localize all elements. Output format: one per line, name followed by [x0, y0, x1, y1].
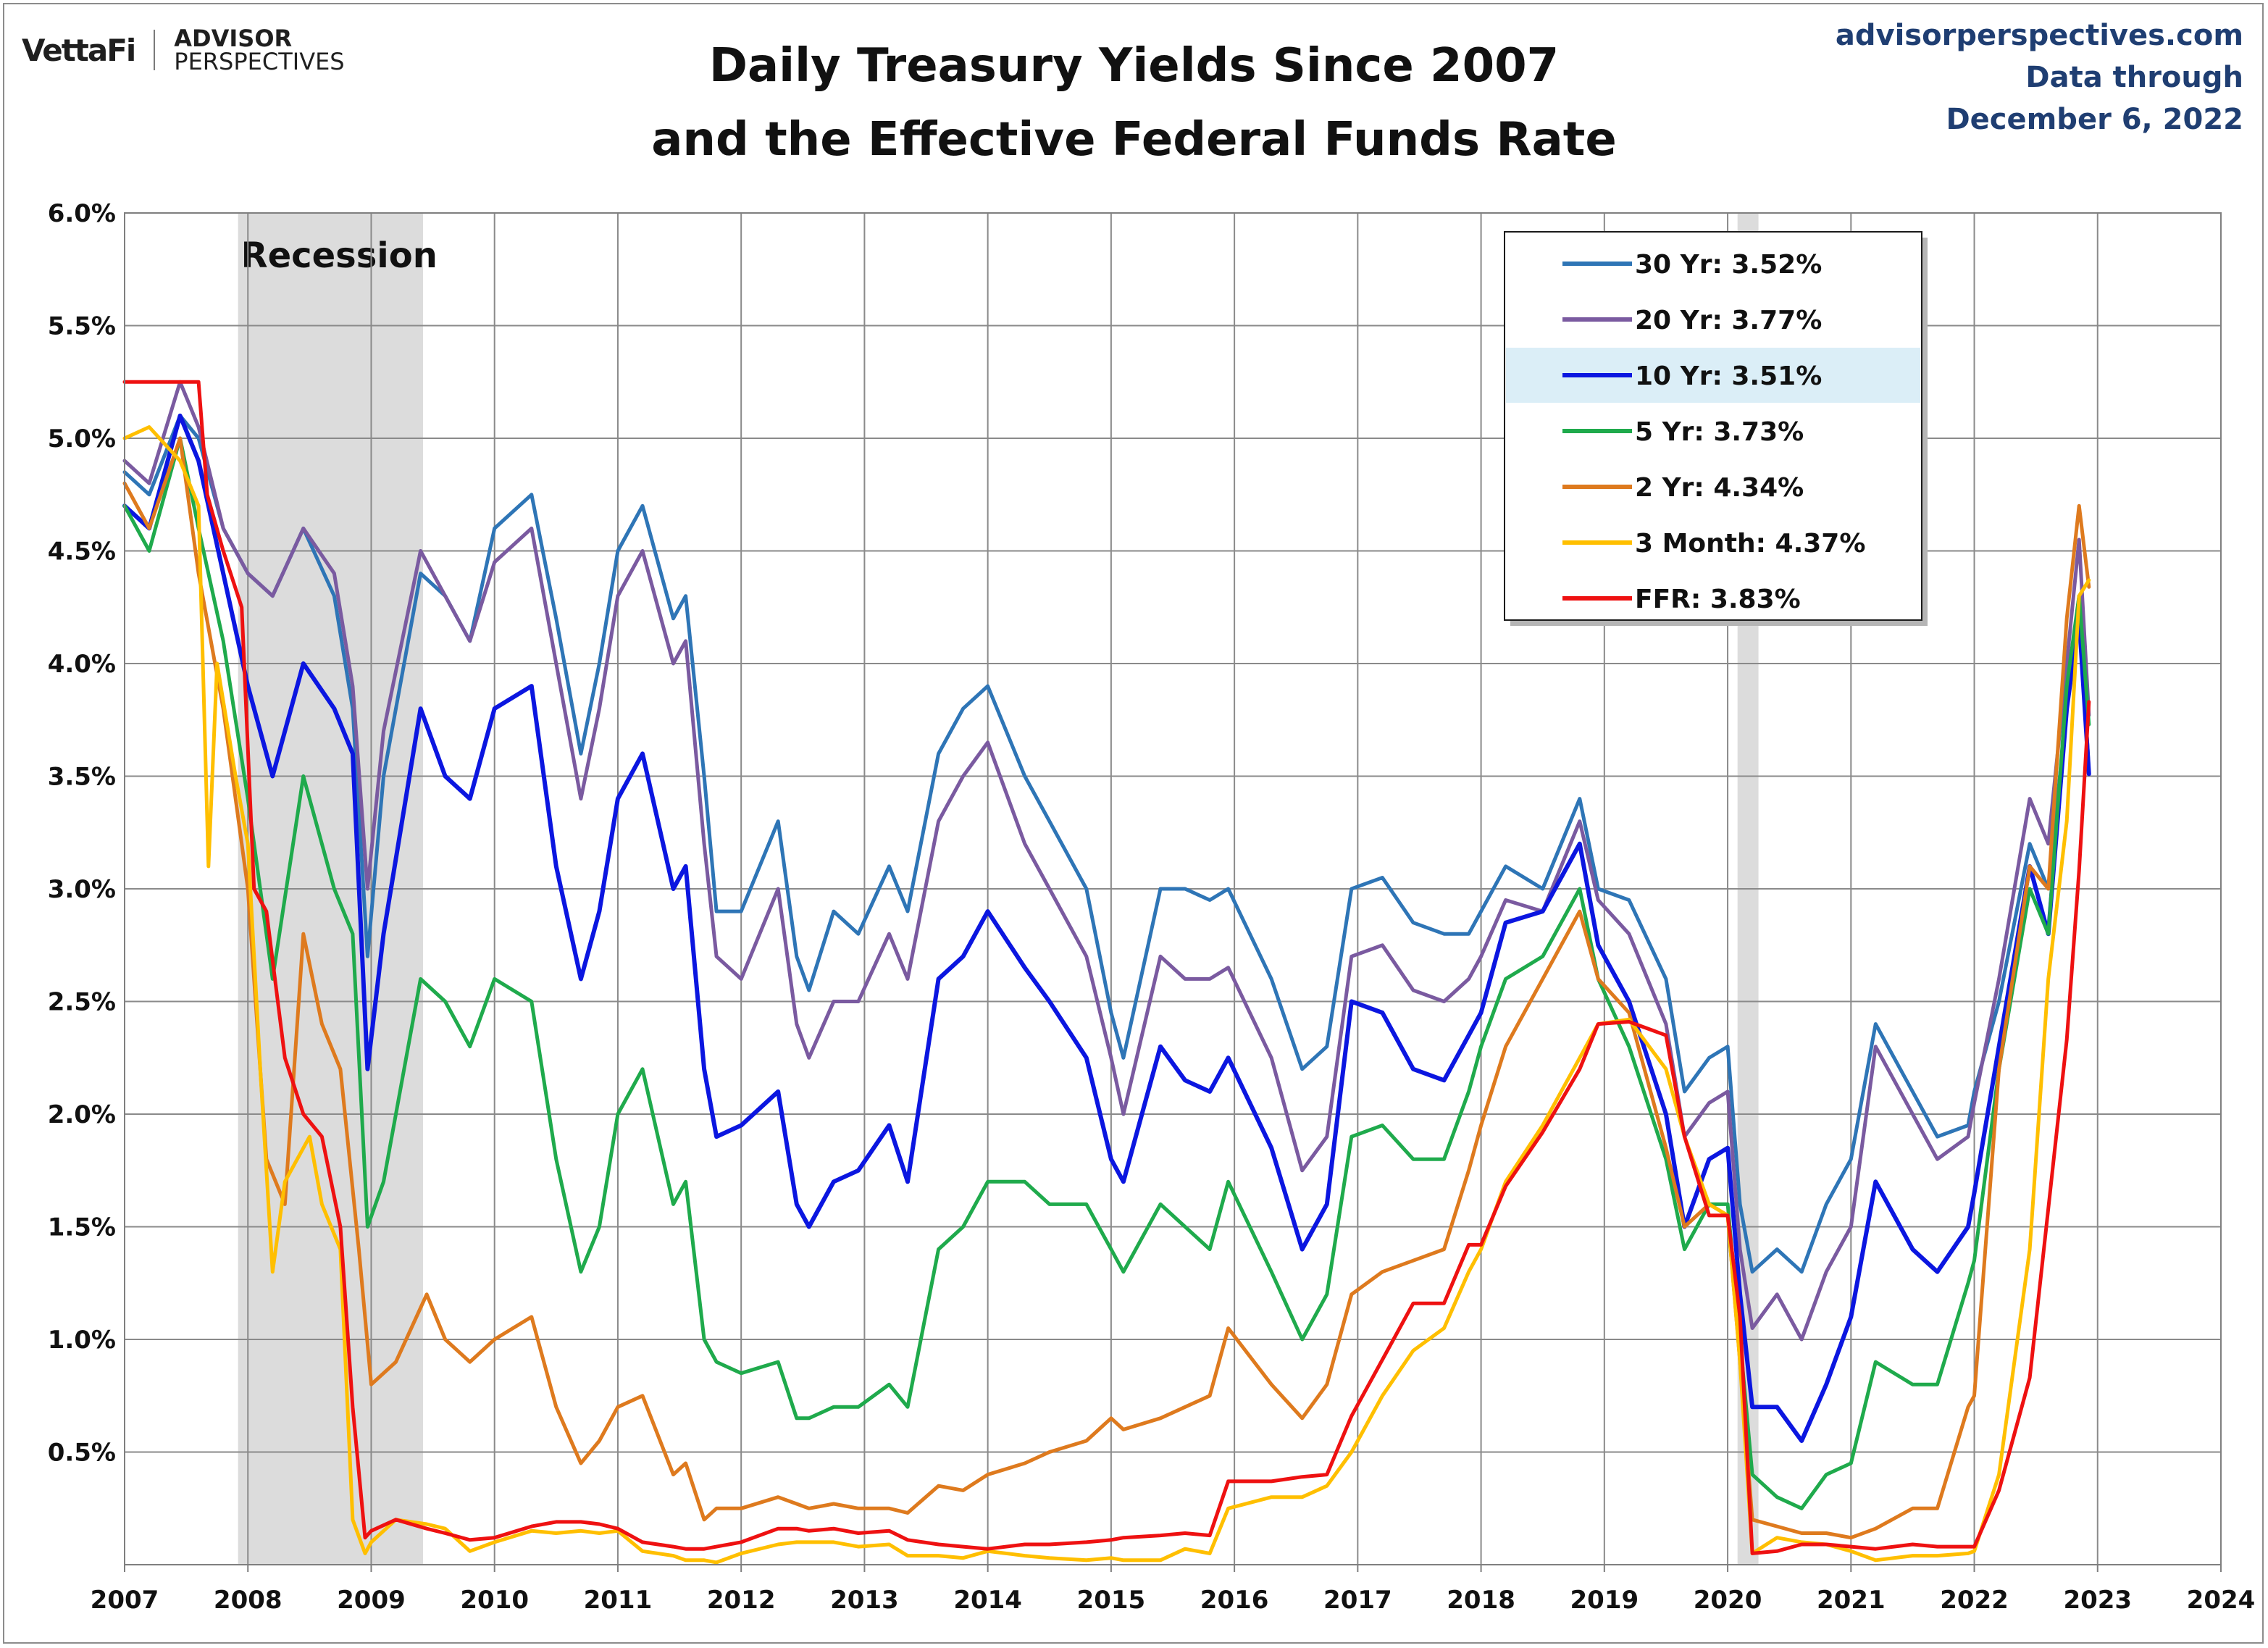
series-lines [122, 380, 2091, 1565]
logo: VettaFi ADVISOR PERSPECTIVES [22, 25, 345, 75]
legend-label: 5 Yr: 3.73% [1635, 417, 1804, 447]
x-tick-label: 2015 [1077, 1586, 1146, 1615]
source-line-2: Data through [2025, 61, 2243, 94]
series-line-5-yr [122, 436, 2091, 1510]
legend: 30 Yr: 3.52% 20 Yr: 3.77% 10 Yr: 3.51% 5 Yr… [1504, 231, 1928, 626]
title-line-1: Daily Treasury Yields Since 2007 [708, 39, 1560, 93]
x-tick-label: 2012 [707, 1586, 776, 1615]
x-tick-label: 2019 [1570, 1586, 1639, 1615]
series-line-3-month [122, 425, 2091, 1565]
plot-border [124, 212, 2222, 1565]
series-line-2-yr [122, 436, 2091, 1540]
x-axis-ticks: 2007 2008 2009 2010 2011 2012 2013 2014 2015 2016… [91, 1565, 2256, 1615]
y-axis-ticks: 0.5% 1.0% 1.5% 2.0% 2.5% 3.0% 3.5% 4.0% 4.5% 5.0%… [48, 199, 116, 1468]
y-tick-label: 6.0% [48, 199, 116, 228]
x-tick-label: 2022 [1940, 1586, 2009, 1615]
chart-title: Daily Treasury Yields Since 2007 and the… [0, 29, 2268, 177]
recession-label: Recession [241, 235, 438, 276]
legend-label: 10 Yr: 3.51% [1635, 361, 1822, 391]
y-tick-label: 2.0% [48, 1100, 116, 1129]
legend-box [1504, 231, 1922, 621]
x-tick-label: 2023 [2063, 1586, 2132, 1615]
y-tick-label: 4.0% [48, 650, 116, 679]
y-tick-label: 1.5% [48, 1213, 116, 1242]
y-tick-label: 4.5% [48, 538, 116, 566]
legend-label: 2 Yr: 4.34% [1635, 473, 1804, 503]
x-tick-label: 2007 [91, 1586, 159, 1615]
x-tick-label: 2018 [1447, 1586, 1515, 1615]
y-tick-label: 2.5% [48, 988, 116, 1017]
logo-divider [154, 30, 156, 70]
x-tick-label: 2021 [1817, 1586, 1886, 1615]
logo-advisor-perspectives: ADVISOR PERSPECTIVES [174, 27, 344, 73]
x-tick-label: 2009 [337, 1586, 406, 1615]
y-tick-label: 5.0% [48, 424, 116, 453]
y-tick-label: 5.5% [48, 312, 116, 341]
source-site: advisorperspectives.com [1835, 19, 2243, 52]
legend-label: 3 Month: 4.37% [1635, 529, 1865, 559]
source-line-3: December 6, 2022 [1946, 103, 2243, 136]
x-tick-label: 2017 [1323, 1586, 1392, 1615]
x-tick-label: 2016 [1200, 1586, 1269, 1615]
legend-label: 20 Yr: 3.77% [1635, 306, 1822, 335]
y-tick-label: 1.0% [48, 1326, 116, 1355]
x-tick-label: 2008 [214, 1586, 283, 1615]
logo-line-2: PERSPECTIVES [174, 48, 345, 75]
source-block: advisorperspectives.com Data through Dec… [1836, 14, 2243, 141]
series-line-20-yr [122, 380, 2091, 1342]
legend-label: 30 Yr: 3.52% [1635, 250, 1822, 280]
x-tick-label: 2010 [460, 1586, 529, 1615]
x-tick-label: 2014 [953, 1586, 1022, 1615]
x-tick-label: 2020 [1694, 1586, 1762, 1615]
title-line-2: and the Effective Federal Funds Rate [651, 113, 1617, 167]
series-line-10-yr [122, 413, 2091, 1443]
x-tick-label: 2013 [830, 1586, 899, 1615]
y-tick-label: 0.5% [48, 1439, 116, 1468]
logo-line-1: ADVISOR [174, 25, 293, 52]
x-tick-label: 2024 [2187, 1586, 2256, 1615]
y-tick-label: 3.0% [48, 875, 116, 904]
logo-vettafi: VettaFi [22, 32, 136, 68]
y-tick-label: 3.5% [48, 763, 116, 792]
series-line-ffr [122, 380, 2091, 1555]
legend-label: FFR: 3.83% [1635, 585, 1801, 614]
x-tick-label: 2011 [584, 1586, 653, 1615]
